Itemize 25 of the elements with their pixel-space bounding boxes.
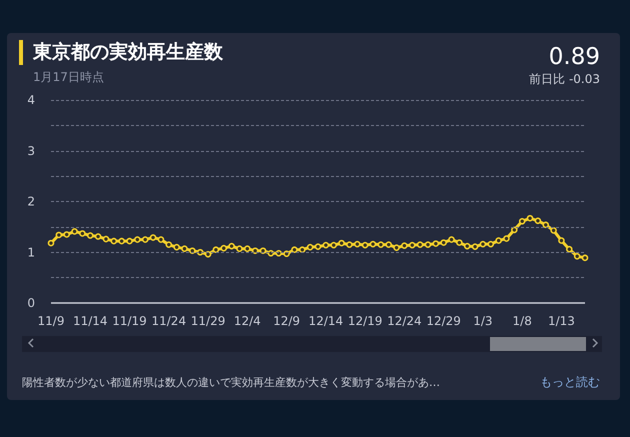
y-tick-label: 1 [27, 245, 35, 260]
x-tick-label: 12/4 [234, 314, 261, 328]
text: 0.89 [548, 44, 600, 70]
x-tick-label: 12/29 [426, 314, 461, 328]
y-tick-label: 2 [27, 194, 35, 208]
chart-title: 東京都の実効再生産数 [33, 40, 223, 65]
x-tick-label: 11/24 [151, 314, 186, 328]
text: もっと読む [540, 374, 600, 391]
x-tick-label: 11/29 [190, 314, 226, 328]
x-tick-label: 12/14 [308, 314, 344, 328]
x-tick-label: 11/19 [112, 314, 147, 328]
x-tick-label: 1/3 [473, 314, 493, 328]
x-tick-label: 1/13 [548, 314, 575, 328]
y-tick-label: 4 [27, 93, 35, 107]
text: 前日比 -0.03 [529, 71, 600, 88]
chart-subtitle: 1月17日時点 [33, 69, 104, 86]
x-tick-label: 12/24 [387, 314, 422, 328]
y-tick-label: 3 [27, 144, 35, 158]
text: 陽性者数が少ない都道府県は数人の違いで実効再生産数が大きく変動する場合があ… [22, 375, 440, 390]
y-tick-label: 0 [27, 296, 35, 310]
x-tick-label: 12/9 [273, 314, 300, 328]
x-tick-label: 11/14 [72, 314, 108, 328]
x-tick-label: 1/8 [512, 314, 532, 328]
x-tick-label: 11/9 [38, 314, 64, 328]
x-tick-label: 12/19 [348, 314, 382, 328]
